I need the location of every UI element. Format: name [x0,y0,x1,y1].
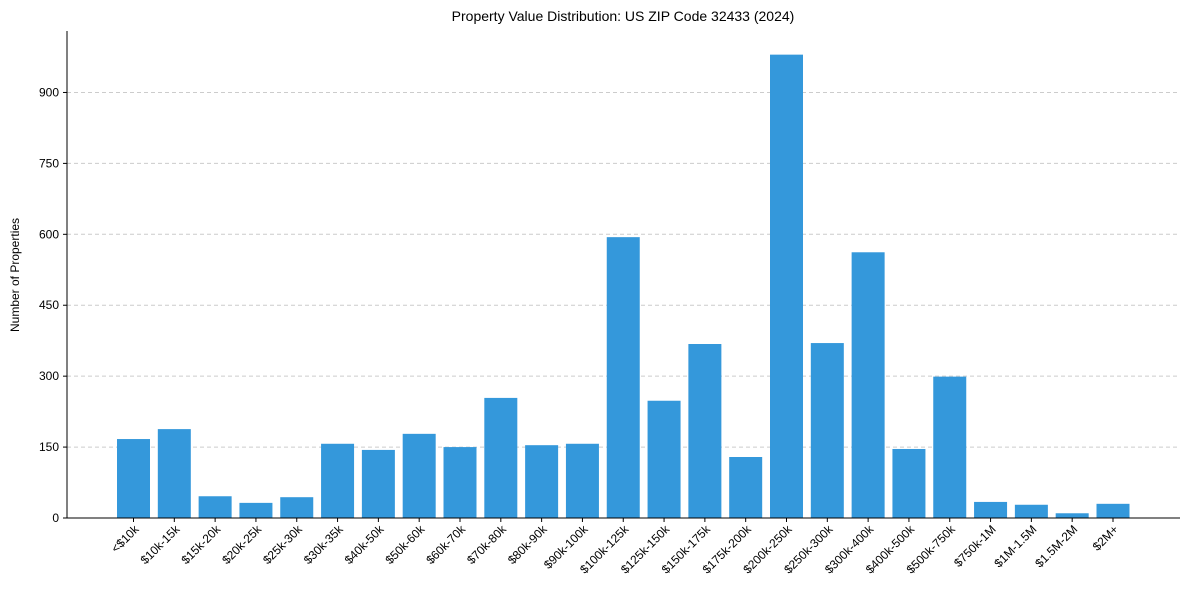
y-tick-label: 150 [39,440,59,454]
bar [443,447,477,518]
bar [321,443,355,518]
x-tick-label: $50k-60k [382,522,428,568]
y-tick-label: 450 [39,298,59,312]
bar [729,457,763,518]
bar [361,449,395,518]
x-tick-label: $1.5M-2M [1032,522,1080,570]
bar [770,54,803,518]
bar [1055,513,1089,518]
bar [647,400,681,518]
bar [892,448,926,518]
x-tick-label: $40k-50k [342,522,388,568]
y-tick-label: 750 [39,156,59,170]
x-tick-label: $10k-15k [138,522,184,568]
bar [1096,503,1130,518]
x-tick-label: $70k-80k [464,522,510,568]
bar [851,252,885,519]
bar [1014,504,1048,518]
x-tick-label: $30k-35k [301,522,347,568]
bar [565,443,599,518]
x-tick-label: $2M+ [1090,522,1121,553]
x-tick-label: $1M-1.5M [991,522,1039,570]
x-tick-label: $20k-25k [219,522,265,568]
x-tick-label: <$10k [108,522,142,556]
y-tick-label: 300 [39,369,59,383]
bar [484,397,518,518]
y-axis-label: Number of Properties [8,218,22,332]
x-tick-label: $750k-1M [951,522,999,570]
bar [606,237,640,518]
bar [239,502,273,518]
bar [117,439,150,518]
bar [974,501,1008,518]
bars [117,54,1130,519]
x-tick-label: $15k-20k [178,522,224,568]
y-tick-label: 0 [52,511,59,525]
y-tick-label: 900 [39,85,59,99]
bar [280,497,314,518]
y-tick-label: 600 [39,227,59,241]
chart-title: Property Value Distribution: US ZIP Code… [452,8,795,24]
bar [402,433,436,518]
bar [933,376,967,518]
bar [688,344,722,518]
bar [198,496,232,518]
bar [810,343,844,518]
bar [525,445,559,518]
bar [157,429,191,518]
x-ticks: <$10k$10k-15k$15k-20k$20k-25k$25k-30k$30… [108,518,1121,576]
x-tick-label: $25k-30k [260,522,306,568]
x-tick-label: $60k-70k [423,522,469,568]
y-ticks: 0 150 300 450 600 750 900 [39,85,67,525]
